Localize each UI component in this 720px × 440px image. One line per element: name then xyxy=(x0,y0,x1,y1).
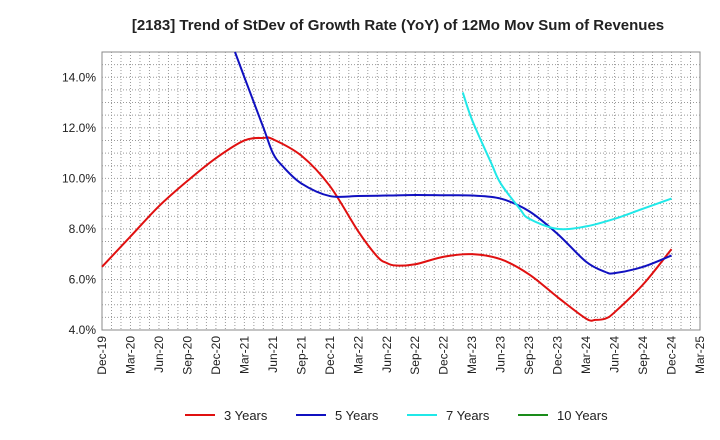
legend-label-3-years: 3 Years xyxy=(224,408,268,423)
x-tick-label: Dec-21 xyxy=(323,336,337,375)
x-tick-label: Jun-21 xyxy=(266,336,280,373)
x-tick-label: Dec-24 xyxy=(665,336,679,375)
x-tick-label: Dec-22 xyxy=(437,336,451,375)
x-tick-label: Dec-23 xyxy=(551,336,565,375)
y-tick-label: 4.0% xyxy=(69,323,97,337)
x-axis-ticks: Dec-19 Mar-20 Jun-20 Sep-20 Dec-20 Mar-21 Jun-… xyxy=(95,336,707,375)
series-line-3-years xyxy=(101,136,673,322)
y-tick-label: 12.0% xyxy=(62,121,96,135)
legend-label-5-years: 5 Years xyxy=(335,408,379,423)
series-lines xyxy=(101,51,673,322)
series-line-7-years xyxy=(461,92,672,231)
x-tick-label: Sep-24 xyxy=(636,336,650,375)
x-tick-label: Mar-22 xyxy=(351,336,365,374)
legend-label-10-years: 10 Years xyxy=(557,408,608,423)
x-tick-label: Mar-23 xyxy=(465,336,479,374)
x-tick-label: Jun-23 xyxy=(494,336,508,373)
x-tick-label: Dec-20 xyxy=(209,336,223,375)
series-line-5-years xyxy=(234,51,672,275)
x-tick-label: Dec-19 xyxy=(95,336,109,375)
x-tick-label: Mar-21 xyxy=(237,336,251,374)
y-tick-label: 10.0% xyxy=(62,171,96,185)
x-tick-label: Mar-24 xyxy=(579,336,593,374)
y-tick-label: 6.0% xyxy=(69,272,97,286)
plot-area xyxy=(101,51,701,331)
chart-title: [2183] Trend of StDev of Growth Rate (Yo… xyxy=(132,17,664,34)
legend-label-7-years: 7 Years xyxy=(446,408,490,423)
x-tick-label: Sep-22 xyxy=(408,336,422,375)
x-tick-label: Jun-24 xyxy=(608,336,622,373)
x-tick-label: Jun-22 xyxy=(380,336,394,373)
legend: 3 Years 5 Years 7 Years 10 Years xyxy=(185,408,608,423)
x-tick-label: Mar-20 xyxy=(123,336,137,374)
x-tick-label: Sep-23 xyxy=(522,336,536,375)
y-axis-ticks: 4.0% 6.0% 8.0% 10.0% 12.0% 14.0% xyxy=(62,70,96,337)
x-tick-label: Mar-25 xyxy=(693,336,707,374)
x-tick-label: Sep-20 xyxy=(180,336,194,375)
y-tick-label: 8.0% xyxy=(69,222,97,236)
x-tick-label: Sep-21 xyxy=(294,336,308,375)
y-tick-label: 14.0% xyxy=(62,70,96,84)
x-tick-label: Jun-20 xyxy=(152,336,166,373)
